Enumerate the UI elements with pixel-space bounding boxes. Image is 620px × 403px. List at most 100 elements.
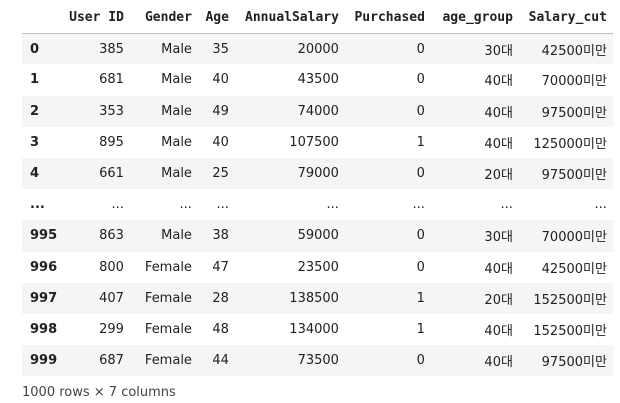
row-index: 996 <box>30 259 58 275</box>
table-row: 1 681 Male 40 43500 0 40대 70000미만 <box>22 64 613 96</box>
cell-annual-salary: 23500 <box>297 259 339 275</box>
table-row: ........................ <box>22 189 613 221</box>
row-index: 998 <box>30 321 58 337</box>
cell-age-group: 20대 <box>484 168 513 184</box>
cell-age: 44 <box>212 353 229 369</box>
row-index: 2 <box>30 103 40 119</box>
row-index: 1 <box>30 72 40 88</box>
cell-salary-cut: 97500미만 <box>541 168 607 184</box>
cell-age: 28 <box>212 290 229 306</box>
cell-user-id: 661 <box>99 166 124 182</box>
table-row: 4 661 Male 25 79000 0 20대 97500미만 <box>22 157 613 190</box>
cell-annual-salary: 74000 <box>297 103 339 119</box>
cell-age-group: 40대 <box>484 355 513 371</box>
cell-user-id: 353 <box>99 103 124 119</box>
table-row: 997 407 Female 28 138500 1 20대 152500미만 <box>22 282 613 314</box>
table-row: 995 863 Male 38 59000 0 30대 70000미만 <box>22 220 613 252</box>
cell-age: 38 <box>212 228 229 244</box>
cell-salary-cut: 42500미만 <box>541 261 607 277</box>
column-header-salary-cut: Salary_cut <box>518 2 613 34</box>
cell-purchased: 1 <box>416 134 425 150</box>
cell-salary-cut: 70000미만 <box>541 74 607 90</box>
table-row: 996 800 Female 47 23500 0 40대 42500미만 <box>22 251 613 283</box>
cell-age: ... <box>216 197 229 213</box>
table-row: 3 895 Male 40 107500 1 40대 125000미만 <box>22 126 613 158</box>
cell-gender: Male <box>161 228 192 244</box>
cell-purchased: 0 <box>416 228 425 244</box>
cell-annual-salary: 79000 <box>297 166 339 182</box>
cell-gender: Male <box>161 134 192 150</box>
cell-annual-salary: 134000 <box>289 321 339 337</box>
cell-gender: Female <box>144 321 192 337</box>
cell-purchased: 0 <box>416 353 425 369</box>
cell-user-id: 687 <box>99 353 124 369</box>
cell-age: 25 <box>212 166 229 182</box>
row-index: ... <box>30 197 45 213</box>
row-index: 999 <box>30 353 58 369</box>
cell-gender: Male <box>161 103 192 119</box>
cell-age-group: 20대 <box>484 292 513 308</box>
cell-user-id: 895 <box>99 134 124 150</box>
cell-user-id: 407 <box>99 290 124 306</box>
cell-salary-cut: ... <box>594 197 607 213</box>
cell-age-group: 30대 <box>484 230 513 246</box>
row-index: 4 <box>30 166 40 182</box>
table-row: 999 687 Female 44 73500 0 40대 97500미만 <box>22 345 613 377</box>
cell-age-group: 40대 <box>484 261 513 277</box>
cell-purchased: 0 <box>416 72 425 88</box>
cell-salary-cut: 42500미만 <box>541 43 607 59</box>
cell-user-id: 385 <box>99 41 124 57</box>
cell-age-group: 40대 <box>484 136 513 152</box>
column-header-user-id: User ID <box>63 2 130 34</box>
row-index: 995 <box>30 228 58 244</box>
cell-user-id: 681 <box>99 72 124 88</box>
cell-age: 40 <box>212 134 229 150</box>
dataframe-output: User ID Gender Age AnnualSalary Purchase… <box>22 2 613 377</box>
cell-age-group: 40대 <box>484 323 513 339</box>
cell-purchased: 0 <box>416 259 425 275</box>
table-body: 0 385 Male 35 20000 0 30대 42500미만 1 681 Male 40 4350… <box>22 33 613 377</box>
cell-gender: Female <box>144 259 192 275</box>
table-row: 0 385 Male 35 20000 0 30대 42500미만 <box>22 33 613 65</box>
cell-salary-cut: 97500미만 <box>541 105 607 121</box>
cell-age-group: ... <box>500 197 513 213</box>
cell-salary-cut: 70000미만 <box>541 230 607 246</box>
column-header-age-group: age_group <box>430 2 519 34</box>
cell-gender: Male <box>161 72 192 88</box>
cell-user-id: ... <box>111 197 124 213</box>
row-index: 997 <box>30 290 58 306</box>
cell-annual-salary: 138500 <box>289 290 339 306</box>
column-header-age: Age <box>197 2 235 34</box>
cell-age: 40 <box>212 72 229 88</box>
cell-age: 49 <box>212 103 229 119</box>
column-header-gender: Gender <box>129 2 198 34</box>
cell-gender: ... <box>179 197 192 213</box>
cell-age: 35 <box>212 41 229 57</box>
cell-user-id: 299 <box>99 321 124 337</box>
cell-purchased: ... <box>412 197 425 213</box>
index-header <box>22 2 64 34</box>
cell-age-group: 40대 <box>484 74 513 90</box>
table-header: User ID Gender Age AnnualSalary Purchase… <box>22 2 613 34</box>
column-header-purchased: Purchased <box>344 2 431 34</box>
cell-purchased: 0 <box>416 103 425 119</box>
cell-age: 47 <box>212 259 229 275</box>
cell-user-id: 863 <box>99 228 124 244</box>
cell-age-group: 40대 <box>484 105 513 121</box>
cell-salary-cut: 152500미만 <box>533 323 607 339</box>
cell-salary-cut: 125000미만 <box>533 136 607 152</box>
table-row: 2 353 Male 49 74000 0 40대 97500미만 <box>22 95 613 127</box>
cell-annual-salary: 20000 <box>297 41 339 57</box>
cell-gender: Female <box>144 353 192 369</box>
cell-user-id: 800 <box>99 259 124 275</box>
header-row: User ID Gender Age AnnualSalary Purchase… <box>22 2 613 34</box>
dataframe-shape-caption: 1000 rows × 7 columns <box>22 385 176 400</box>
column-header-annual-salary: AnnualSalary <box>234 2 345 34</box>
cell-annual-salary: 59000 <box>297 228 339 244</box>
dataframe-table: User ID Gender Age AnnualSalary Purchase… <box>22 2 613 377</box>
cell-gender: Male <box>161 41 192 57</box>
cell-annual-salary: 73500 <box>297 353 339 369</box>
table-row: 998 299 Female 48 134000 1 40대 152500미만 <box>22 313 613 346</box>
cell-age-group: 30대 <box>484 43 513 59</box>
cell-gender: Female <box>144 290 192 306</box>
